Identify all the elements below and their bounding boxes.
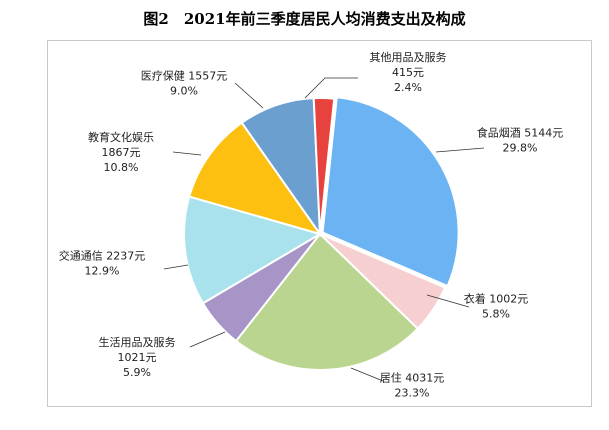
leader-line [350,367,384,382]
slice-label: 交通通信 2237元 12.9% [59,249,146,278]
pie-slices [183,96,460,371]
slice-label: 食品烟酒 5144元 29.8% [477,126,564,155]
pie-slice [312,97,336,235]
slice-label: 其他用品及服务 415元 2.4% [370,51,447,94]
pie-slice [321,96,460,288]
leader-line [189,331,226,348]
chart-frame [47,40,592,407]
slice-label: 生活用品及服务 1021元 5.9% [99,335,176,379]
slice-label: 衣着 1002元 5.8% [464,292,529,321]
leader-line [304,77,358,99]
leader-line [172,151,202,156]
pie-slice [183,195,323,305]
slice-label: 教育文化娱乐 1867元 10.8% [88,130,154,174]
slice-label: 居住 4031元 23.3% [380,371,445,400]
leader-lines [163,77,485,382]
slice-labels: 食品烟酒 5144元 29.8% 衣着 1002元 5.8% 居住 4031元 23.3%… [59,51,564,400]
leader-line [435,147,485,153]
chart-title: 图2 2021年前三季度居民人均消费支出及构成 [143,10,466,28]
pie-slice [188,121,323,236]
slice-label: 医疗保健 1557元 9.0% [141,69,228,98]
leader-line [234,82,264,109]
leader-line [426,294,470,308]
pie-slice [234,232,420,371]
leader-line [163,264,189,270]
